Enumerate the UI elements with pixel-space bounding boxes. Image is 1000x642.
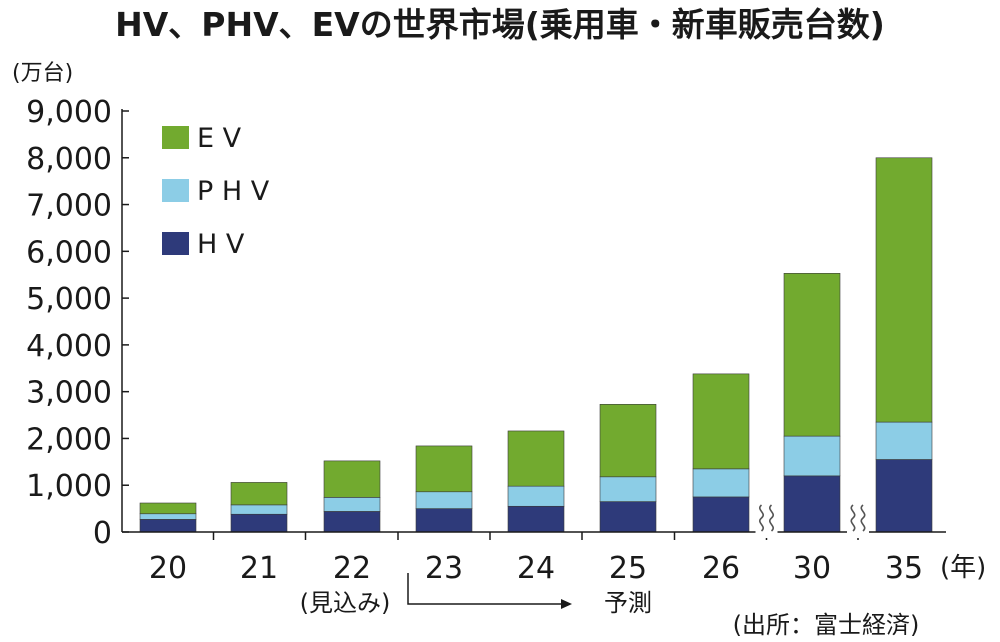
bar-segment xyxy=(230,504,288,515)
axis-break-mark xyxy=(759,504,764,532)
axis-break-mask xyxy=(755,502,778,538)
x-axis: 20 21 22 23 24 25 26 30 35 xyxy=(122,531,946,586)
bar-segment xyxy=(875,157,933,423)
bar-segment xyxy=(783,475,841,533)
x-tick-label: 35 xyxy=(885,551,923,586)
bar-segment xyxy=(875,421,933,460)
bar-segment xyxy=(323,460,381,498)
bar-segment xyxy=(599,476,657,502)
chart-title: HV、PHV、EVの世界市場(乗用車・新車販売台数) xyxy=(115,5,885,44)
bar-segment xyxy=(139,502,197,515)
axis-break-mark xyxy=(850,504,856,532)
legend-swatch xyxy=(162,126,189,149)
bar-segment xyxy=(507,485,565,507)
bar-segment xyxy=(599,403,657,478)
bars xyxy=(139,157,933,533)
y-axis-unit-label: (万台) xyxy=(12,61,73,86)
axis-break-mark xyxy=(769,504,774,532)
bar-segment xyxy=(692,373,750,470)
bar-segment xyxy=(230,513,288,533)
bar-segment xyxy=(139,513,197,520)
y-tick-label: 0 xyxy=(93,516,112,551)
legend-label: P H V xyxy=(197,176,270,207)
bar-segment xyxy=(875,459,933,533)
y-axis: 0 1,000 2,000 3,000 4,000 5,000 6,000 7,000 8,00… xyxy=(26,95,129,551)
bar-segment xyxy=(507,430,565,487)
y-tick-label: 2,000 xyxy=(26,422,112,457)
x-axis-unit-label: (年) xyxy=(940,553,986,583)
bar-segment xyxy=(415,491,473,509)
y-tick-label: 4,000 xyxy=(26,329,112,364)
x-tick-label: 22 xyxy=(333,551,371,586)
axis-breaks xyxy=(755,502,869,538)
legend-swatch xyxy=(162,232,189,255)
forecast-annotation: 予測 xyxy=(604,589,652,617)
axis-break-mark xyxy=(860,504,866,532)
bar-segment xyxy=(692,496,750,533)
x-tick-label: 25 xyxy=(609,551,647,586)
bar-segment xyxy=(783,273,841,437)
x-tick-label: 23 xyxy=(425,551,463,586)
legend-label: E V xyxy=(197,123,242,154)
y-tick-label: 8,000 xyxy=(26,142,112,177)
bar-segment xyxy=(507,505,565,533)
y-tick-label: 5,000 xyxy=(26,282,112,317)
forecast-arrow xyxy=(407,573,572,609)
bar-segment xyxy=(139,519,197,533)
bar-segment xyxy=(692,468,750,498)
x-tick-label: 26 xyxy=(702,551,740,586)
bar-segment xyxy=(599,501,657,533)
legend: E V P H V H V xyxy=(162,123,270,260)
y-tick-label: 9,000 xyxy=(26,95,112,130)
y-tick-label: 3,000 xyxy=(26,376,112,411)
y-tick-label: 6,000 xyxy=(26,235,112,270)
bar-segment xyxy=(415,445,473,493)
legend-label: H V xyxy=(197,229,245,260)
source-annotation: (出所：富士経済) xyxy=(733,611,920,639)
legend-swatch xyxy=(162,179,189,202)
x-tick-label: 20 xyxy=(149,551,187,586)
bar-segment xyxy=(230,482,288,506)
bar-segment xyxy=(323,511,381,533)
bar-segment xyxy=(415,508,473,533)
y-tick-label: 7,000 xyxy=(26,189,112,224)
bar-segment xyxy=(783,435,841,477)
bar-segment xyxy=(323,497,381,512)
estimate-annotation: (見込み) xyxy=(300,589,391,617)
x-tick-label: 24 xyxy=(517,551,555,586)
x-tick-label: 21 xyxy=(240,551,278,586)
axis-break-mask xyxy=(847,502,869,538)
y-tick-label: 1,000 xyxy=(26,469,112,504)
x-tick-label: 30 xyxy=(793,551,831,586)
